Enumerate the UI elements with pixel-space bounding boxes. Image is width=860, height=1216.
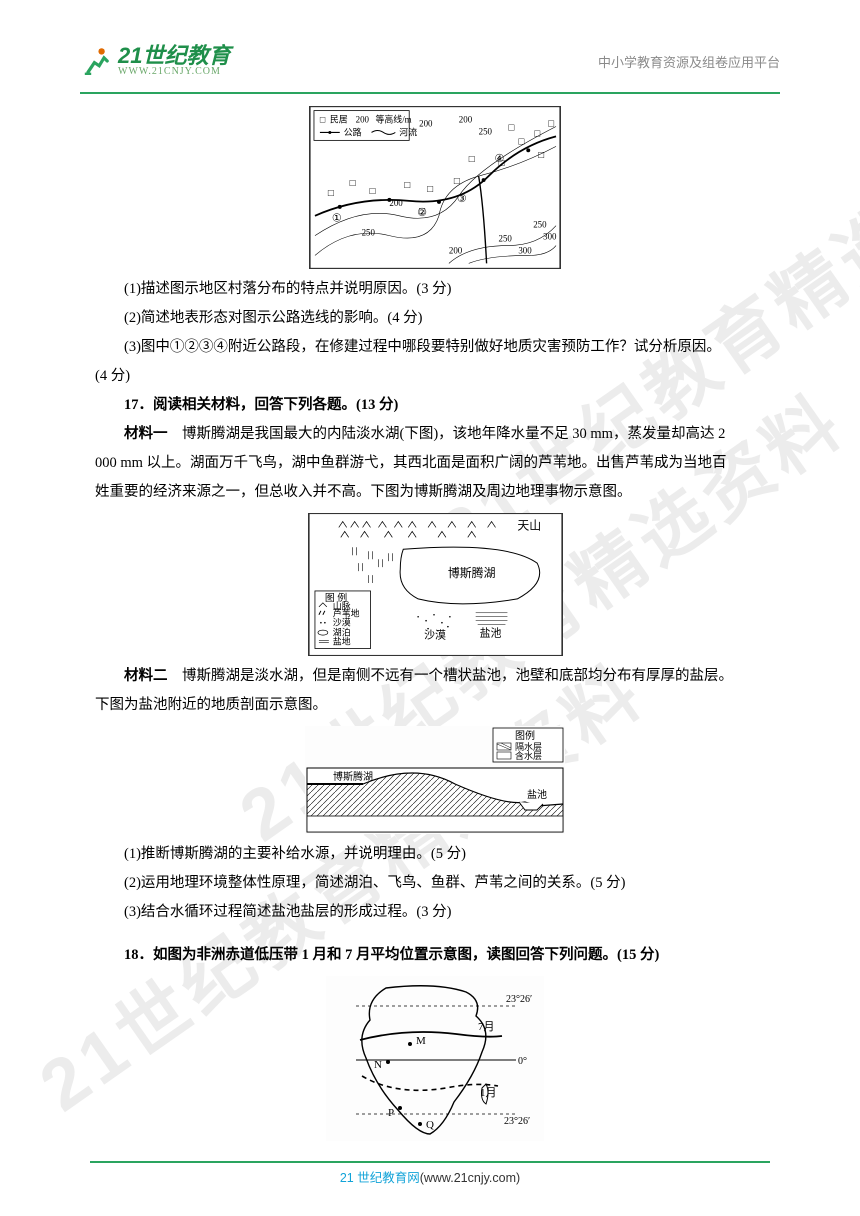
header-right-text: 中小学教育资源及组卷应用平台 [598,52,780,71]
figure-contour-map: □ 民居 200 等高线/m 公路 河流 200 200 250 200 250 [309,106,561,269]
svg-text:图例: 图例 [515,729,535,742]
page-footer: 21 世纪教育网(www.21cnjy.com) [0,1161,860,1186]
logo: 21世纪教育 WWW.21CNJY.COM [80,45,230,77]
cross-section-svg: 图例 隔水层 含水层 博斯腾湖 盐池 [305,726,565,834]
q17-m1b: 000 mm 以上。湖面万千飞鸟，湖中鱼群游弋，其西北面是面积广阔的芦苇地。出售… [95,449,775,478]
q17-sub2: (2)运用地理环境整体性原理，简述湖泊、飞鸟、鱼群、芦苇之间的关系。(5 分) [95,869,775,898]
contour-map-svg: □ 民居 200 等高线/m 公路 河流 200 200 250 200 250 [310,106,560,269]
svg-text:23°26′: 23°26′ [504,1116,530,1127]
svg-text:□: □ [370,186,376,197]
q17-m1a: 材料一 博斯腾湖是我国最大的内陆淡水湖(下图)，该地年降水量不足 30 mm，蒸… [95,420,775,449]
svg-text:□: □ [548,118,554,129]
figure-bosten-lake: 天山 博斯腾湖 沙漠 [308,513,563,656]
runner-icon [80,45,112,77]
q17-m1a-text: 博斯腾湖是我国最大的内陆淡水湖(下图)，该地年降水量不足 30 mm，蒸发量却高… [182,426,725,442]
svg-text:③: ③ [457,193,467,205]
svg-text:博斯腾湖: 博斯腾湖 [333,770,373,783]
svg-text:1月: 1月 [480,1087,497,1099]
svg-text:200: 200 [449,245,463,255]
svg-text:盐地: 盐地 [332,636,350,647]
svg-text:□: □ [538,150,544,161]
figure-africa: 23°26′ 0° 23°26′ 7月 1月 M N P Q [326,976,544,1141]
svg-text:天山: 天山 [517,518,541,532]
q17-m2b: 下图为盐池附近的地质剖面示意图。 [95,691,775,720]
figure-cross-section: 图例 隔水层 含水层 博斯腾湖 盐池 [305,726,565,834]
svg-text:□: □ [404,180,410,191]
q17-sub3: (3)结合水循环过程简述盐池盐层的形成过程。(3 分) [95,898,775,927]
svg-text:盐池: 盐池 [527,788,547,801]
svg-text:0°: 0° [518,1056,527,1067]
svg-text:□: □ [534,128,540,139]
q16-sub3b: (4 分) [95,362,775,391]
svg-text:等高线/m: 等高线/m [375,114,411,125]
svg-text:250: 250 [533,220,547,230]
logo-main-text: 21世纪教育 [118,45,230,67]
africa-svg: 23°26′ 0° 23°26′ 7月 1月 M N P Q [326,976,544,1141]
footer-url: (www.21cnjy.com) [420,1171,520,1185]
svg-text:250: 250 [479,126,493,136]
q16-sub3a: (3)图中①②③④附近公路段，在修建过程中哪段要特别做好地质灾害预防工作？试分析… [95,333,775,362]
svg-text:博斯腾湖: 博斯腾湖 [447,566,495,580]
q18-title: 18．如图为非洲赤道低压带 1 月和 7 月平均位置示意图，读图回答下列问题。(… [95,941,775,970]
svg-text:N: N [374,1059,382,1071]
footer-brand: 21 世纪教育网 [340,1171,420,1185]
svg-text:Q: Q [426,1119,434,1131]
svg-text:250: 250 [362,228,376,238]
svg-text:沙漠: 沙漠 [424,629,446,642]
q17-m2a-text: 博斯腾湖是淡水湖，但是南侧不远有一个槽状盐池，池壁和底部均分布有厚厚的盐层。 [182,668,733,684]
svg-text:含水层: 含水层 [515,750,542,761]
svg-text:□: □ [469,154,475,165]
svg-text:200: 200 [356,115,370,125]
svg-text:200: 200 [419,118,433,128]
svg-text:M: M [416,1035,426,1047]
svg-text:P: P [388,1107,394,1119]
bosten-lake-svg: 天山 博斯腾湖 沙漠 [309,513,562,656]
svg-text:民居: 民居 [330,115,348,125]
svg-text:23°26′: 23°26′ [506,994,532,1005]
svg-text:300: 300 [518,245,532,255]
svg-text:□: □ [320,115,326,125]
svg-text:②: ② [417,207,427,219]
svg-text:④: ④ [495,153,505,165]
svg-text:□: □ [328,188,334,199]
svg-text:盐池: 盐池 [479,627,501,640]
svg-text:河流: 河流 [399,126,417,137]
svg-text:□: □ [508,122,514,133]
q17-title: 17．阅读相关材料，回答下列各题。(13 分) [95,391,775,420]
logo-sub-text: WWW.21CNJY.COM [118,67,230,77]
q17-m2a: 材料二 博斯腾湖是淡水湖，但是南侧不远有一个槽状盐池，池壁和底部均分布有厚厚的盐… [95,662,775,691]
q17-m1c: 姓重要的经济来源之一，但总收入并不高。下图为博斯腾湖及周边地理事物示意图。 [95,478,775,507]
page-body: □ 民居 200 等高线/m 公路 河流 200 200 250 200 250 [95,100,775,1136]
q16-sub2: (2)简述地表形态对图示公路选线的影响。(4 分) [95,304,775,333]
svg-text:250: 250 [498,234,512,244]
svg-text:□: □ [350,178,356,189]
svg-text:□: □ [427,184,433,195]
q17-sub1: (1)推断博斯腾湖的主要补给水源，并说明理由。(5 分) [95,840,775,869]
svg-text:300: 300 [543,232,557,242]
svg-text:公路: 公路 [344,126,362,137]
svg-text:7月: 7月 [478,1021,495,1033]
page-header: 21世纪教育 WWW.21CNJY.COM 中小学教育资源及组卷应用平台 [80,30,780,94]
svg-text:沙漠: 沙漠 [332,618,350,628]
svg-text:①: ① [332,213,342,225]
svg-text:200: 200 [459,115,473,125]
svg-text:□: □ [518,136,524,147]
svg-text:□: □ [454,176,460,187]
q16-sub1: (1)描述图示地区村落分布的特点并说明原因。(3 分) [95,275,775,304]
